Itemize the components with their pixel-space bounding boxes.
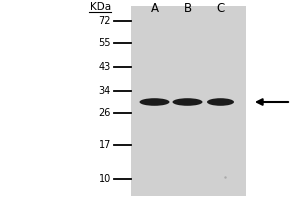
Text: KDa: KDa — [90, 2, 111, 12]
Bar — [130, 6, 246, 196]
Text: 55: 55 — [98, 38, 111, 48]
Text: 43: 43 — [99, 62, 111, 72]
Text: 34: 34 — [99, 86, 111, 96]
Text: 26: 26 — [99, 108, 111, 118]
Text: 72: 72 — [98, 16, 111, 26]
Ellipse shape — [207, 98, 234, 106]
Ellipse shape — [172, 98, 203, 106]
Text: B: B — [183, 2, 192, 16]
Text: A: A — [151, 2, 158, 16]
Text: 10: 10 — [99, 174, 111, 184]
Ellipse shape — [140, 98, 169, 106]
Text: C: C — [216, 2, 225, 16]
Text: 17: 17 — [99, 140, 111, 150]
